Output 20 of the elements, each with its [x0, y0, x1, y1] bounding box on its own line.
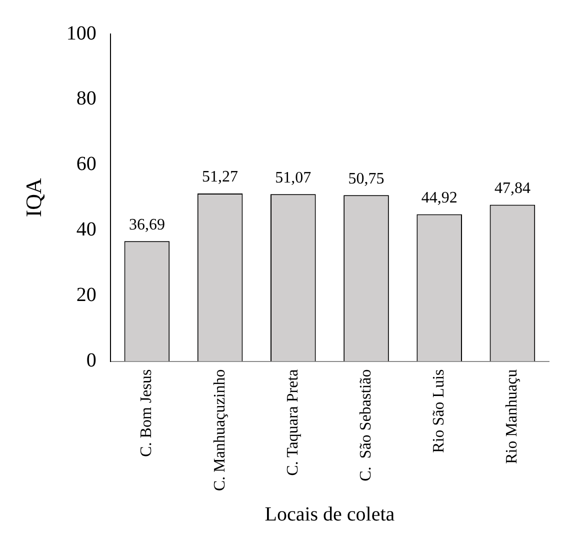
y-tick-label: 80	[76, 88, 96, 110]
data-label: 51,07	[275, 169, 312, 186]
y-tick-label: 100	[66, 22, 96, 44]
data-label: 50,75	[348, 170, 384, 188]
x-tick-label: Rio São Luis	[430, 369, 448, 453]
x-tick-label: Rio Manhuaçu	[504, 369, 521, 464]
data-label: 36,69	[128, 216, 165, 234]
y-axis-title: IQA	[20, 178, 46, 218]
x-tick-label: C. Manhuaçuzinho	[211, 369, 228, 491]
y-tick-label: 20	[76, 284, 96, 306]
y-tick-label: 0	[86, 350, 96, 372]
x-tick-label: C. São Sebastião	[357, 369, 374, 482]
y-tick-label: 60	[76, 153, 96, 176]
data-label: 51,27	[202, 168, 238, 186]
y-tick-label: 40	[76, 218, 96, 241]
x-tick-label: C. Bom Jesus	[138, 369, 156, 457]
data-label: 44,92	[421, 189, 458, 206]
x-tick-label: C. Taquara Preta	[284, 369, 302, 476]
x-axis-title: Locais de coleta	[264, 503, 395, 526]
data-label: 47,84	[494, 180, 530, 197]
